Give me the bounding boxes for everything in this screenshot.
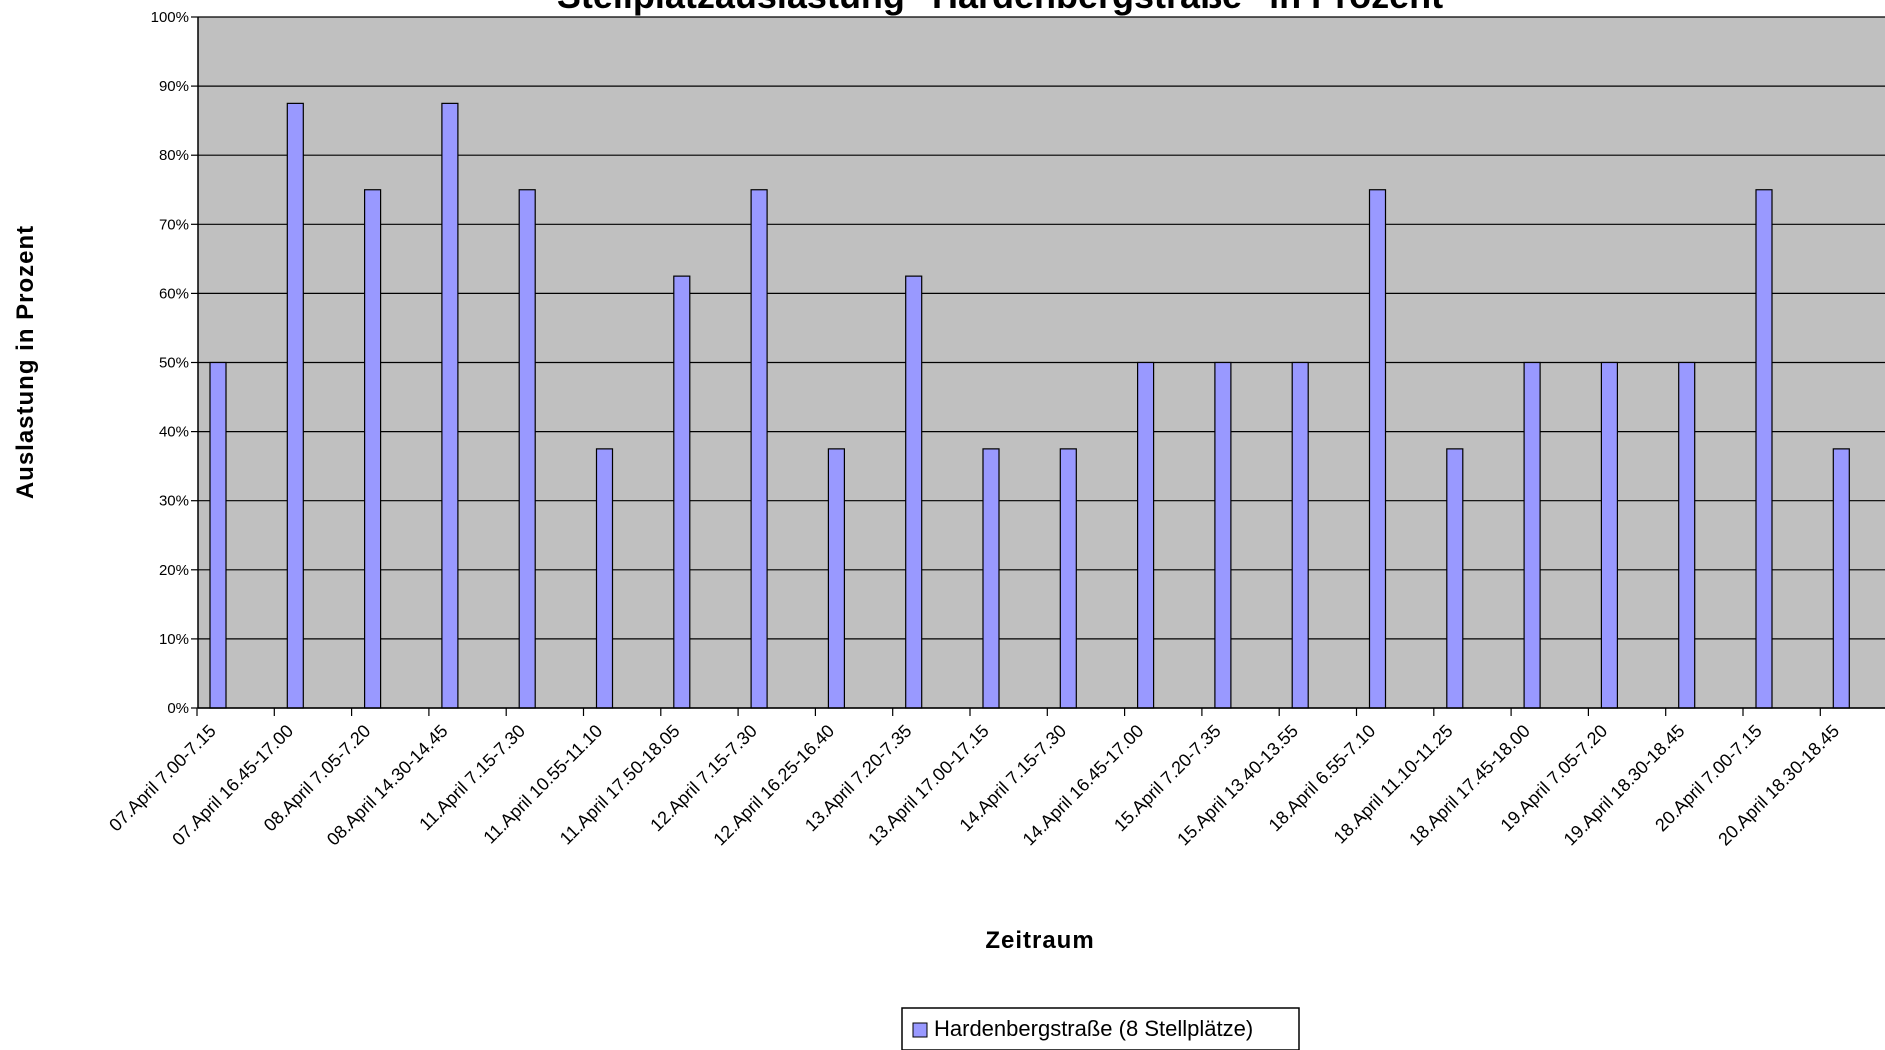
bar: [982, 448, 1000, 709]
bar: [827, 448, 846, 709]
legend: Hardenbergstraße (8 Stellplätze): [901, 1007, 1300, 1050]
bar: [1059, 448, 1077, 709]
y-tick-label: 100%: [151, 9, 189, 26]
y-axis-label: Auslastung in Prozent: [12, 225, 39, 499]
bar: [1600, 361, 1619, 709]
bar: [209, 361, 227, 709]
legend-box: [901, 1007, 1300, 1050]
bar: [1678, 361, 1696, 709]
bar: [1136, 361, 1155, 709]
y-tick-label: 20%: [159, 562, 189, 579]
y-tick-label: 50%: [159, 355, 189, 372]
bar: [286, 102, 304, 709]
y-tick-label: 90%: [159, 78, 189, 95]
bar: [441, 102, 459, 709]
bar: [595, 448, 614, 709]
y-tick-label: 10%: [159, 631, 189, 648]
x-axis-label: Zeitraum: [985, 927, 1094, 954]
legend-label: Hardenbergstraße (8 Stellplätze): [934, 1016, 1253, 1041]
bar: [905, 275, 923, 709]
bar: [1368, 189, 1387, 709]
y-tick-label: 40%: [159, 424, 189, 441]
chart-title: Stellplatzauslastung "Hardenbergstraße" …: [557, 0, 1443, 16]
y-tick-label: 30%: [159, 493, 189, 510]
y-tick-label: 0%: [167, 700, 189, 717]
y-tick-label: 70%: [159, 216, 189, 233]
bar: [1832, 448, 1850, 709]
bar: [673, 275, 691, 709]
bar: [1291, 361, 1309, 709]
legend-swatch: [912, 1022, 928, 1038]
y-tick-label: 80%: [159, 147, 189, 164]
bar: [1755, 189, 1773, 709]
bar: [1446, 448, 1464, 709]
y-tick-label: 60%: [159, 285, 189, 302]
bar: [1214, 361, 1232, 709]
bar: [1523, 361, 1541, 709]
bar: [364, 189, 382, 709]
bar: [750, 189, 768, 709]
bar: [518, 189, 536, 709]
